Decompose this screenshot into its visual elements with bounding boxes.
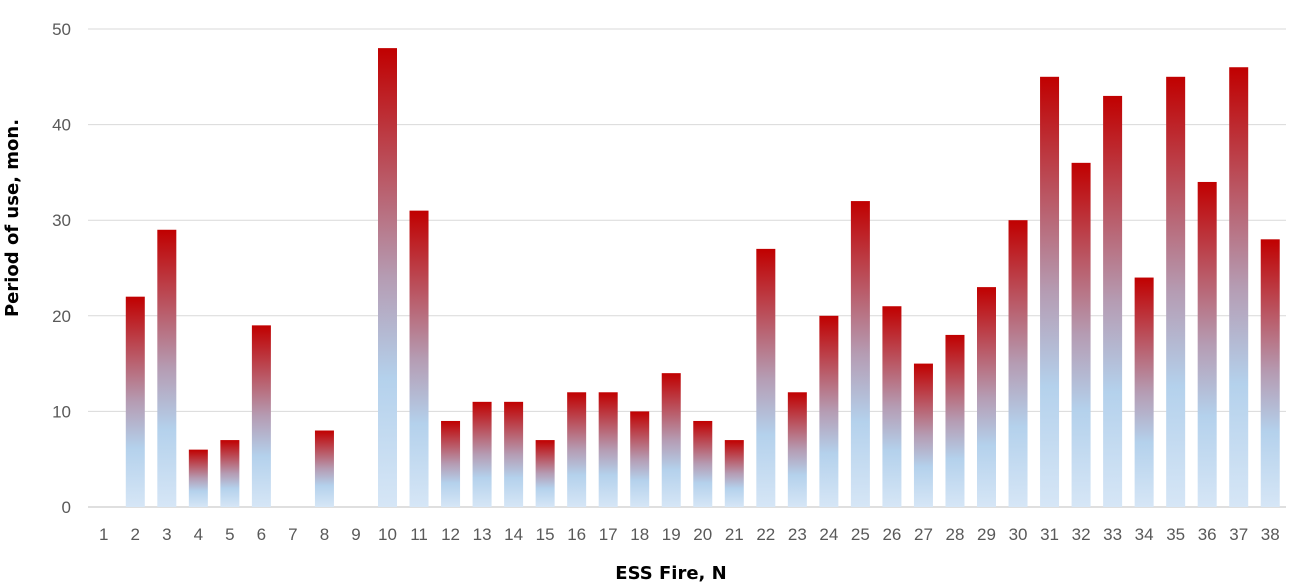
bar-27 [913, 363, 933, 507]
bar-18 [630, 411, 650, 507]
y-tick-label: 20 [52, 307, 71, 326]
x-tick-label: 1 [99, 525, 108, 544]
x-tick-label: 15 [536, 525, 555, 544]
x-tick-label: 8 [320, 525, 329, 544]
bar-3 [157, 229, 177, 507]
x-tick-label: 23 [788, 525, 807, 544]
x-tick-label: 5 [225, 525, 234, 544]
bar-26 [882, 306, 902, 507]
bar-36 [1197, 181, 1217, 507]
bar-8 [314, 430, 334, 507]
x-tick-label: 2 [131, 525, 140, 544]
x-tick-label: 18 [630, 525, 649, 544]
x-tick-label: 36 [1198, 525, 1217, 544]
x-tick-label: 38 [1261, 525, 1280, 544]
x-tick-label: 7 [288, 525, 297, 544]
bar-12 [441, 420, 461, 507]
x-tick-label: 6 [257, 525, 266, 544]
bar-16 [567, 392, 587, 507]
bar-20 [693, 420, 713, 507]
bar-32 [1071, 162, 1091, 507]
y-tick-label: 0 [62, 498, 71, 517]
x-tick-label: 21 [725, 525, 744, 544]
x-tick-label: 17 [599, 525, 618, 544]
bar-31 [1040, 76, 1060, 508]
bar-28 [945, 334, 965, 507]
bar-37 [1229, 67, 1249, 508]
bar-30 [1008, 220, 1028, 507]
x-tick-label: 14 [504, 525, 523, 544]
x-axis-title: ESS Fire, N [615, 563, 726, 582]
x-tick-label: 20 [693, 525, 712, 544]
x-tick-label: 35 [1166, 525, 1185, 544]
bar-35 [1166, 76, 1186, 508]
bar-19 [661, 373, 681, 507]
x-tick-label: 34 [1135, 525, 1154, 544]
x-tick-label: 31 [1040, 525, 1059, 544]
x-tick-label: 26 [882, 525, 901, 544]
bar-6 [251, 325, 271, 507]
x-tick-label: 25 [851, 525, 870, 544]
bar-24 [819, 315, 839, 507]
x-tick-label: 30 [1009, 525, 1028, 544]
bar-25 [850, 201, 870, 507]
bar-11 [409, 210, 429, 507]
bar-29 [977, 287, 996, 507]
x-tick-label: 32 [1072, 525, 1091, 544]
bar-38 [1260, 239, 1280, 507]
bar-34 [1134, 277, 1154, 507]
x-tick-label: 10 [378, 525, 397, 544]
x-tick-label: 24 [819, 525, 838, 544]
x-tick-labels: 1 2 3 4 5 6 7 8 9 10 11 12 13 14 15 16 17 18 19 20 21 22 23 24 2… [99, 525, 1280, 544]
bar-23 [787, 392, 807, 507]
bar-21 [724, 440, 744, 507]
bar-17 [598, 392, 618, 507]
bar-13 [472, 401, 492, 507]
x-tick-label: 13 [473, 525, 492, 544]
x-tick-label: 28 [946, 525, 965, 544]
x-tick-label: 12 [441, 525, 460, 544]
x-tick-label: 33 [1103, 525, 1122, 544]
bar-5 [220, 440, 240, 507]
x-tick-label: 29 [977, 525, 996, 544]
bar-15 [535, 440, 555, 507]
x-tick-label: 3 [162, 525, 171, 544]
bar-22 [756, 248, 776, 507]
x-tick-label: 22 [756, 525, 775, 544]
x-tick-label: 11 [410, 525, 428, 544]
bar-10 [378, 48, 397, 508]
y-tick-labels: 0 10 20 30 40 50 [52, 20, 71, 517]
y-tick-label: 40 [52, 116, 71, 135]
bar-4 [188, 449, 208, 507]
x-tick-label: 27 [914, 525, 933, 544]
y-tick-label: 50 [52, 20, 71, 39]
y-tick-label: 30 [52, 211, 71, 230]
x-tick-label: 9 [351, 525, 360, 544]
y-tick-label: 10 [52, 402, 71, 421]
x-tick-label: 19 [662, 525, 681, 544]
x-tick-label: 16 [567, 525, 586, 544]
y-axis-title: Period of use, mon. [2, 119, 23, 317]
bar-33 [1103, 95, 1123, 508]
bar-2 [125, 296, 145, 507]
bars [125, 48, 1280, 508]
bar-14 [504, 401, 524, 507]
x-tick-label: 4 [194, 525, 203, 544]
x-tick-label: 37 [1229, 525, 1248, 544]
